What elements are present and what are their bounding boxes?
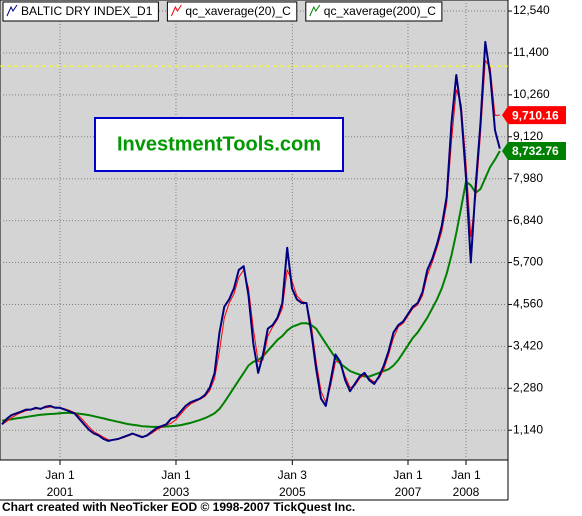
series-line [1, 40, 501, 442]
value-tag [502, 106, 566, 125]
legend-label: BALTIC DRY INDEX_D1 [21, 4, 153, 18]
x-tick-year: 2008 [453, 485, 480, 499]
value-tag-label: 9,710.16 [512, 108, 559, 122]
legend-icon [6, 4, 18, 17]
y-tick-label: 7,980 [513, 171, 543, 185]
y-tick-label: 4,560 [513, 297, 543, 311]
y-tick-label: 1,140 [513, 422, 543, 436]
plot-area [0, 0, 509, 461]
x-tick-label: Jan 1 [393, 468, 423, 482]
x-tick-year: 2001 [47, 485, 74, 499]
legend-box [166, 1, 298, 22]
y-tick-label: 3,420 [513, 339, 543, 353]
y-axis-area [508, 0, 582, 500]
x-tick-label: Jan 3 [278, 468, 308, 482]
footer: Chart created with NeoTicker EOD © 1998-… [2, 500, 355, 514]
legend-entry: qc_xaverage(200)_C [305, 1, 443, 22]
value-tag-label: 8,732.76 [512, 144, 559, 158]
watermark-box [94, 117, 344, 172]
legend-box [305, 1, 443, 22]
x-tick-year: 2005 [279, 485, 306, 499]
y-tick-label: 11,400 [513, 45, 549, 59]
series-line [1, 59, 500, 441]
x-tick-label: Jan 1 [45, 468, 75, 482]
x-tick-label: Jan 1 [161, 468, 191, 482]
y-tick-label: 2,280 [513, 380, 543, 394]
x-tick-year: 2007 [395, 485, 422, 499]
legend-box [2, 1, 159, 22]
y-tick-label: 12,540 [513, 3, 550, 17]
legend-icon [309, 4, 321, 17]
legend-icon [170, 4, 182, 17]
y-tick-label: 9,120 [513, 129, 543, 143]
y-tick-label: 10,260 [513, 87, 550, 101]
legend-entry: BALTIC DRY INDEX_D1 [2, 1, 159, 22]
legend-entry: qc_xaverage(20)_C [166, 1, 298, 22]
x-tick-year: 2003 [163, 485, 190, 499]
legend-label: qc_xaverage(20)_C [185, 4, 291, 18]
series-line [1, 150, 501, 428]
value-tag [502, 142, 566, 161]
legend-label: qc_xaverage(200)_C [324, 4, 436, 18]
x-tick-label: Jan 1 [451, 468, 481, 482]
watermark: InvestmentTools.com [117, 133, 321, 155]
y-tick-label: 5,700 [513, 255, 543, 269]
y-tick-label: 6,840 [513, 213, 543, 227]
